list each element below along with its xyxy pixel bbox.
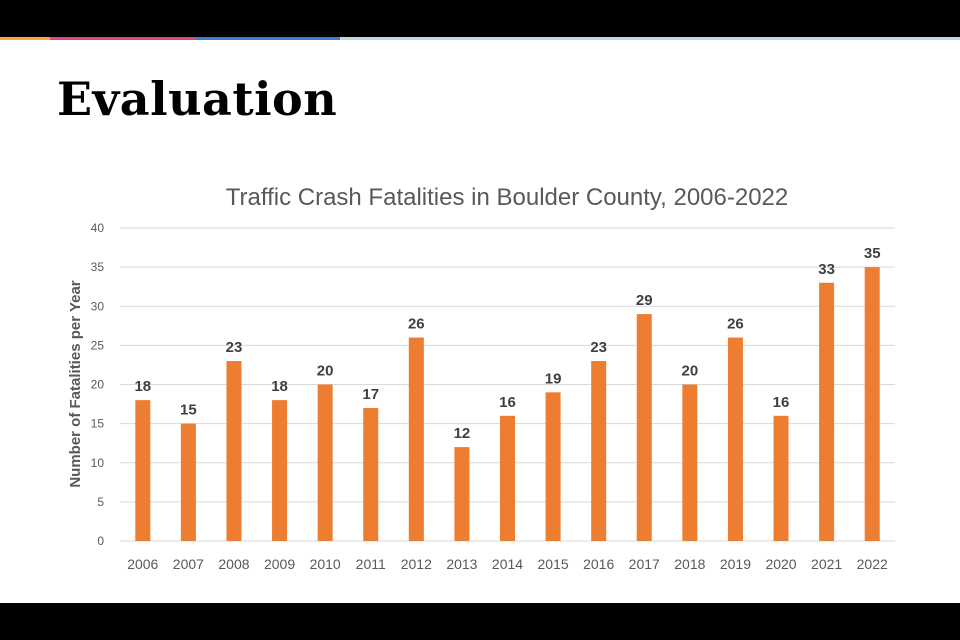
- accent-segment-light-blue: [340, 37, 960, 40]
- data-label-2016: 23: [590, 339, 607, 356]
- x-tick-label-2008: 2008: [218, 556, 249, 572]
- y-tick-labels: 0 5 10 15 20 25 30 35 40: [91, 221, 105, 548]
- x-tick-label-2022: 2022: [857, 556, 888, 572]
- bar-2020: [773, 415, 789, 541]
- accent-segment-orange: [0, 37, 50, 40]
- accent-bar: [0, 37, 960, 40]
- y-tick-label: 20: [91, 378, 105, 392]
- bar-2021: [819, 282, 835, 541]
- bar-2018: [682, 384, 698, 541]
- x-tick-label-2017: 2017: [629, 556, 660, 572]
- bar-2014: [500, 415, 515, 541]
- data-label-2011: 17: [362, 386, 379, 403]
- x-tick-label-2021: 2021: [811, 556, 842, 572]
- bar-2019: [727, 337, 743, 541]
- bar-2006: [135, 400, 151, 541]
- slide-title: Evaluation: [57, 72, 338, 126]
- data-label-2010: 20: [317, 363, 334, 380]
- x-tick-label-2016: 2016: [583, 556, 614, 572]
- y-tick-label: 25: [91, 338, 105, 352]
- x-tick-label-2007: 2007: [173, 556, 204, 572]
- y-tick-label: 15: [91, 417, 105, 431]
- data-label-2014: 16: [499, 394, 516, 411]
- x-tick-label-2019: 2019: [720, 556, 751, 572]
- x-tick-label-2010: 2010: [310, 556, 341, 572]
- x-tick-label-2015: 2015: [538, 556, 569, 572]
- bar-2009: [272, 400, 288, 541]
- y-tick-label: 35: [91, 260, 105, 274]
- data-label-2015: 19: [545, 370, 562, 387]
- data-label-2019: 26: [727, 316, 744, 333]
- chart-title: Traffic Crash Fatalities in Boulder Coun…: [226, 184, 789, 211]
- bar-2010: [317, 384, 333, 541]
- data-label-2017: 29: [636, 292, 653, 309]
- data-label-2012: 26: [408, 316, 425, 333]
- x-tick-label-2006: 2006: [127, 556, 158, 572]
- data-label-2008: 23: [226, 339, 243, 356]
- x-tick-label-2020: 2020: [765, 556, 796, 572]
- bar-2016: [591, 361, 607, 541]
- y-tick-label: 10: [91, 456, 105, 470]
- bar-2013: [454, 447, 470, 541]
- bars: [135, 267, 880, 541]
- x-tick-label-2011: 2011: [356, 556, 386, 572]
- slide: Evaluation Traffic Crash Fatalities in B…: [0, 37, 960, 603]
- data-label-2009: 18: [271, 378, 288, 395]
- bar-2011: [363, 407, 379, 541]
- x-tick-label-2012: 2012: [401, 556, 432, 572]
- data-label-2007: 15: [180, 402, 197, 419]
- data-label-2020: 16: [773, 394, 790, 411]
- bar-2022: [864, 267, 880, 541]
- x-tick-label-2018: 2018: [674, 556, 705, 572]
- bar-2007: [180, 423, 196, 541]
- data-label-2013: 12: [454, 425, 471, 442]
- bar-2012: [408, 337, 424, 541]
- y-tick-label: 40: [91, 221, 105, 235]
- bar-2017: [636, 314, 652, 541]
- bar-chart: Traffic Crash Fatalities in Boulder Coun…: [67, 184, 895, 572]
- y-tick-label: 0: [97, 534, 104, 548]
- y-tick-label: 5: [97, 495, 104, 509]
- data-label-2006: 18: [134, 378, 151, 395]
- y-tick-label: 30: [91, 299, 105, 313]
- grid-lines: [120, 227, 895, 542]
- accent-segment-blue: [195, 37, 340, 40]
- accent-segment-pink: [50, 37, 195, 40]
- x-tick-label-2009: 2009: [264, 556, 295, 572]
- data-label-2018: 20: [682, 363, 699, 380]
- data-label-2022: 35: [864, 245, 881, 262]
- data-label-2021: 33: [818, 261, 835, 278]
- x-tick-label-2013: 2013: [446, 556, 477, 572]
- x-tick-label-2014: 2014: [492, 556, 523, 572]
- bar-2008: [226, 361, 242, 541]
- data-labels: 18 15 23 18 20 17 26 12 16 19 23 29 20 26 16 33 35: [134, 245, 880, 442]
- x-tick-labels: 2006 2007 2008 2009 2010 2011 2012 2013 2014 2015…: [127, 556, 888, 572]
- bar-2015: [545, 392, 561, 541]
- y-axis-label: Number of Fatalities per Year: [67, 280, 84, 487]
